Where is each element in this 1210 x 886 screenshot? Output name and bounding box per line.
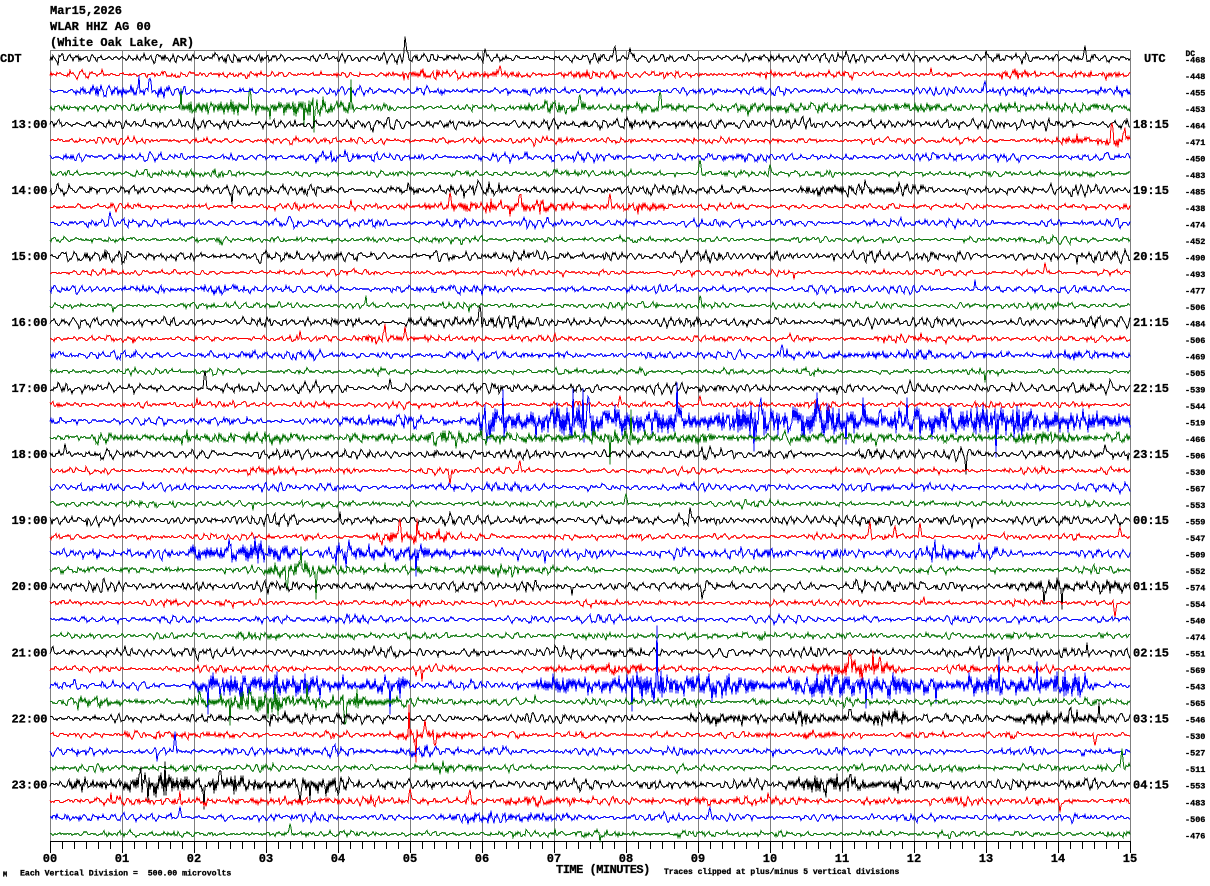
svg-text:-540: -540: [1185, 617, 1205, 627]
svg-text:21:15: 21:15: [1133, 316, 1169, 330]
svg-text:07: 07: [547, 852, 561, 866]
svg-text:DC: DC: [1186, 50, 1196, 59]
svg-text:22:15: 22:15: [1133, 382, 1169, 396]
svg-text:13:00: 13:00: [11, 118, 47, 132]
svg-text:-474: -474: [1185, 220, 1205, 230]
svg-text:-469: -469: [1185, 352, 1205, 362]
svg-text:02: 02: [187, 852, 201, 866]
svg-text:08: 08: [619, 852, 633, 866]
svg-text:13: 13: [979, 852, 993, 866]
svg-text:Traces clipped at plus/minus 5: Traces clipped at plus/minus 5 vertical …: [664, 868, 899, 877]
svg-text:-453: -453: [1185, 105, 1205, 115]
svg-text:-519: -519: [1185, 419, 1205, 429]
svg-text:Each Vertical Division = 500.: Each Vertical Division = 500.00 microvol…: [20, 869, 231, 879]
svg-text:20:15: 20:15: [1133, 250, 1169, 264]
svg-text:-554: -554: [1185, 600, 1205, 610]
svg-text:-438: -438: [1185, 204, 1205, 214]
svg-text:-552: -552: [1185, 567, 1205, 577]
svg-text:WLAR HHZ AG 00: WLAR HHZ AG 00: [50, 20, 151, 34]
svg-text:-553: -553: [1185, 782, 1205, 792]
svg-text:-476: -476: [1185, 831, 1205, 841]
svg-text:-574: -574: [1185, 584, 1205, 594]
svg-text:11: 11: [835, 852, 849, 866]
svg-text:23:00: 23:00: [11, 778, 47, 792]
svg-text:17:00: 17:00: [11, 382, 47, 396]
svg-text:-483: -483: [1185, 171, 1205, 181]
svg-text:TIME (MINUTES): TIME (MINUTES): [556, 863, 650, 877]
svg-text:-474: -474: [1185, 633, 1205, 643]
svg-text:04: 04: [331, 852, 345, 866]
svg-text:-484: -484: [1185, 319, 1205, 329]
svg-text:-490: -490: [1185, 253, 1205, 263]
svg-text:-567: -567: [1185, 485, 1205, 495]
svg-text:19:15: 19:15: [1133, 184, 1169, 198]
svg-text:(White Oak Lake, AR): (White Oak Lake, AR): [50, 36, 194, 50]
svg-text:15:00: 15:00: [11, 250, 47, 264]
svg-text:-485: -485: [1185, 187, 1205, 197]
svg-text:-450: -450: [1185, 154, 1205, 164]
svg-text:-551: -551: [1185, 650, 1205, 660]
svg-text:-477: -477: [1185, 286, 1205, 296]
svg-text:04:15: 04:15: [1133, 778, 1169, 792]
svg-text:20:00: 20:00: [11, 580, 47, 594]
svg-text:21:00: 21:00: [11, 646, 47, 660]
svg-text:Mar15,2026: Mar15,2026: [50, 4, 122, 18]
svg-text:-565: -565: [1185, 699, 1205, 709]
svg-text:-471: -471: [1185, 138, 1205, 148]
svg-text:23:15: 23:15: [1133, 448, 1169, 462]
svg-text:09: 09: [691, 852, 705, 866]
svg-text:-544: -544: [1185, 402, 1205, 412]
svg-text:-569: -569: [1185, 666, 1205, 676]
svg-text:-455: -455: [1185, 88, 1205, 98]
svg-text:-530: -530: [1185, 468, 1205, 478]
svg-text:19:00: 19:00: [11, 514, 47, 528]
svg-text:-506: -506: [1185, 452, 1205, 462]
svg-text:-543: -543: [1185, 683, 1205, 693]
svg-text:15: 15: [1123, 852, 1137, 866]
svg-text:-452: -452: [1185, 237, 1205, 247]
svg-text:-546: -546: [1185, 716, 1205, 726]
svg-text:14:00: 14:00: [11, 184, 47, 198]
svg-text:-539: -539: [1185, 386, 1205, 396]
svg-text:14: 14: [1051, 852, 1065, 866]
svg-text:-468: -468: [1185, 55, 1205, 65]
svg-text:06: 06: [475, 852, 489, 866]
svg-text:M: M: [3, 872, 7, 880]
svg-text:-553: -553: [1185, 501, 1205, 511]
svg-text:-527: -527: [1185, 749, 1205, 759]
svg-text:-530: -530: [1185, 732, 1205, 742]
svg-text:16:00: 16:00: [11, 316, 47, 330]
svg-text:-466: -466: [1185, 435, 1205, 445]
svg-text:CDT: CDT: [0, 52, 22, 66]
svg-text:18:15: 18:15: [1133, 118, 1169, 132]
svg-text:-448: -448: [1185, 72, 1205, 82]
svg-text:-483: -483: [1185, 798, 1205, 808]
svg-text:-464: -464: [1185, 121, 1205, 131]
svg-text:-509: -509: [1185, 551, 1205, 561]
svg-text:-505: -505: [1185, 369, 1205, 379]
svg-text:00: 00: [43, 852, 57, 866]
svg-text:02:15: 02:15: [1133, 646, 1169, 660]
svg-text:-559: -559: [1185, 518, 1205, 528]
svg-text:18:00: 18:00: [11, 448, 47, 462]
svg-text:10: 10: [763, 852, 777, 866]
svg-text:22:00: 22:00: [11, 712, 47, 726]
svg-text:-506: -506: [1185, 303, 1205, 313]
svg-text:03: 03: [259, 852, 273, 866]
svg-text:12: 12: [907, 852, 921, 866]
svg-text:01: 01: [115, 852, 129, 866]
svg-text:05: 05: [403, 852, 417, 866]
svg-text:-506: -506: [1185, 336, 1205, 346]
svg-text:03:15: 03:15: [1133, 712, 1169, 726]
svg-text:-511: -511: [1185, 765, 1205, 775]
svg-text:UTC: UTC: [1144, 52, 1166, 66]
svg-text:-493: -493: [1185, 270, 1205, 280]
svg-text:-547: -547: [1185, 534, 1205, 544]
svg-text:00:15: 00:15: [1133, 514, 1169, 528]
svg-text:-506: -506: [1185, 815, 1205, 825]
svg-text:01:15: 01:15: [1133, 580, 1169, 594]
